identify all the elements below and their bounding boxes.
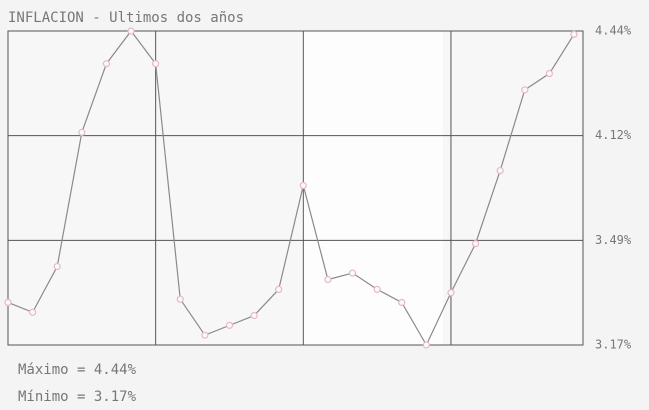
data-point [545, 69, 553, 78]
series-line [7, 30, 575, 347]
data-point [152, 60, 160, 68]
data-point [176, 295, 184, 303]
data-point [299, 181, 307, 190]
data-point [422, 341, 430, 349]
y-tick-label: 3.49% [595, 233, 632, 247]
plot-highlight [302, 31, 443, 345]
data-point [127, 27, 135, 35]
data-point [447, 289, 455, 297]
data-point [324, 275, 332, 284]
data-point [348, 269, 357, 277]
chart-title: INFLACION - Ultimos dos años [8, 10, 244, 26]
min-stat: Mínimo = 3.17% [18, 389, 137, 405]
data-point [471, 240, 480, 248]
data-point [275, 285, 283, 293]
data-point [225, 321, 234, 329]
y-tick-label: 3.17% [595, 338, 632, 352]
data-point [53, 262, 61, 271]
y-tick-label: 4.44% [595, 24, 632, 38]
y-tick-label: 4.12% [595, 128, 632, 142]
data-point [496, 166, 504, 175]
data-point [78, 128, 86, 136]
data-point [29, 308, 37, 316]
data-point [250, 311, 258, 320]
plot-frame [7, 30, 584, 346]
data-point [570, 30, 578, 38]
data-point [398, 298, 406, 307]
data-point [102, 60, 111, 68]
data-point [201, 331, 209, 339]
data-point [373, 285, 381, 293]
data-point [4, 298, 12, 307]
data-point [521, 86, 529, 94]
max-stat: Máximo = 4.44% [18, 362, 137, 378]
